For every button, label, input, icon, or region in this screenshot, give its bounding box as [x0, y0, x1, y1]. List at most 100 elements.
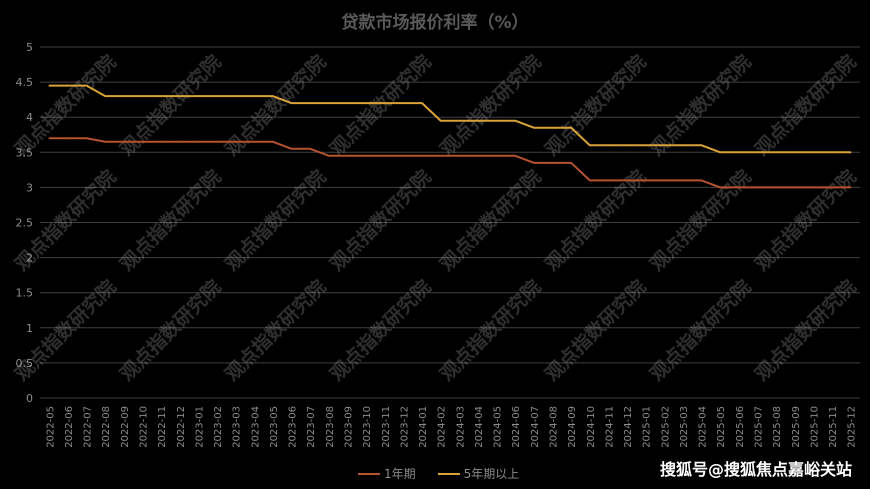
x-tick-label: 2024-06: [511, 406, 522, 448]
legend-item-5y: 5年期以上: [437, 465, 520, 482]
data-point-1: [831, 151, 833, 154]
data-point-0: [793, 186, 796, 189]
x-tick-label: 2024-03: [455, 406, 466, 448]
x-tick-label: 2023-09: [344, 406, 355, 448]
x-tick-label: 2023-01: [194, 406, 205, 448]
watermark-text: 观点指数研究院: [115, 165, 225, 275]
data-point-0: [849, 186, 852, 189]
data-point-1: [756, 151, 759, 154]
data-point-1: [551, 126, 554, 129]
data-point-0: [253, 140, 256, 143]
data-point-1: [104, 95, 107, 97]
data-point-0: [756, 186, 759, 189]
data-point-0: [812, 186, 815, 189]
data-point-1: [383, 102, 386, 104]
data-point-1: [234, 95, 237, 97]
x-tick-label: 2024-01: [418, 406, 429, 448]
data-point-1: [775, 151, 777, 154]
x-tick-label: 2023-12: [399, 406, 410, 448]
watermark-text: 观点指数研究院: [115, 50, 225, 160]
data-point-0: [682, 179, 684, 182]
watermark-text: 观点指数研究院: [10, 50, 120, 160]
y-tick-label: 1.5: [16, 287, 34, 300]
data-point-0: [439, 155, 442, 157]
x-tick-label: 2024-10: [586, 406, 597, 448]
data-point-1: [421, 102, 423, 104]
y-tick-label: 0.5: [16, 357, 34, 370]
data-point-0: [458, 155, 461, 157]
x-tick-label: 2024-08: [549, 406, 560, 448]
data-point-1: [495, 119, 498, 122]
x-tick-label: 2025-06: [735, 406, 746, 448]
watermark-text: 观点指数研究院: [750, 50, 860, 160]
data-point-0: [309, 147, 312, 150]
x-tick-label: 2022-07: [83, 406, 94, 448]
data-point-0: [123, 140, 125, 143]
x-tick-label: 2023-05: [269, 406, 280, 448]
data-point-0: [104, 140, 107, 143]
x-tick-label: 2022-12: [176, 406, 187, 448]
data-point-1: [682, 144, 684, 147]
x-tick-label: 2025-10: [809, 406, 820, 448]
data-point-0: [346, 155, 349, 157]
data-point-1: [570, 126, 572, 129]
data-point-1: [253, 95, 256, 97]
x-tick-label: 2025-12: [847, 406, 858, 448]
source-credit: 搜狐号@搜狐焦点嘉峪关站: [659, 460, 852, 479]
data-point-0: [290, 147, 293, 150]
watermark-text: 观点指数研究院: [540, 50, 650, 160]
y-tick-label: 2.5: [16, 217, 34, 230]
watermark-text: 观点指数研究院: [220, 275, 330, 385]
legend-swatch-1y: [358, 472, 380, 475]
data-point-0: [477, 155, 479, 157]
chart-title: 贷款市场报价利率（%）: [341, 13, 529, 33]
legend-label-5y: 5年期以上: [463, 467, 520, 481]
data-point-1: [346, 102, 349, 104]
data-point-0: [178, 140, 181, 143]
watermark-text: 观点指数研究院: [645, 50, 755, 160]
data-point-1: [290, 102, 293, 104]
data-point-1: [365, 102, 367, 104]
x-tick-label: 2024-07: [530, 406, 541, 448]
y-tick-label: 2: [26, 252, 33, 265]
data-point-0: [197, 140, 200, 143]
x-tick-label: 2022-10: [139, 406, 150, 448]
data-point-0: [831, 186, 833, 189]
x-tick-label: 2025-11: [828, 406, 839, 448]
legend-label-1y: 1年期: [384, 467, 416, 481]
watermark-text: 观点指数研究院: [325, 165, 435, 275]
watermark-text: 观点指数研究院: [645, 165, 755, 275]
data-point-1: [85, 84, 88, 87]
data-point-0: [738, 186, 740, 189]
data-point-1: [48, 84, 51, 87]
data-point-1: [67, 84, 69, 87]
y-tick-label: 4.5: [16, 76, 34, 89]
data-point-1: [812, 151, 815, 154]
x-tick-label: 2022-09: [120, 406, 131, 448]
watermark-text: 观点指数研究院: [220, 165, 330, 275]
data-point-1: [439, 119, 442, 122]
x-tick-label: 2022-05: [45, 406, 56, 448]
data-point-1: [272, 95, 274, 97]
x-tick-label: 2025-04: [698, 406, 709, 448]
data-point-1: [458, 119, 461, 122]
x-tick-label: 2023-03: [232, 406, 243, 448]
legend-item-1y: 1年期: [358, 465, 416, 482]
data-point-0: [700, 179, 703, 182]
x-tick-label: 2022-11: [157, 406, 168, 448]
x-tick-label: 2024-09: [567, 406, 578, 448]
x-tick-label: 2025-02: [660, 406, 671, 448]
data-point-0: [514, 155, 517, 157]
y-tick-label: 0: [26, 392, 33, 405]
watermark-text: 观点指数研究院: [435, 275, 545, 385]
data-point-0: [383, 155, 386, 157]
data-point-1: [477, 119, 479, 122]
y-tick-label: 3: [26, 181, 33, 194]
data-point-0: [570, 162, 572, 164]
data-point-1: [160, 95, 162, 97]
data-point-1: [644, 144, 647, 147]
data-point-1: [700, 144, 703, 147]
data-point-0: [421, 155, 423, 157]
